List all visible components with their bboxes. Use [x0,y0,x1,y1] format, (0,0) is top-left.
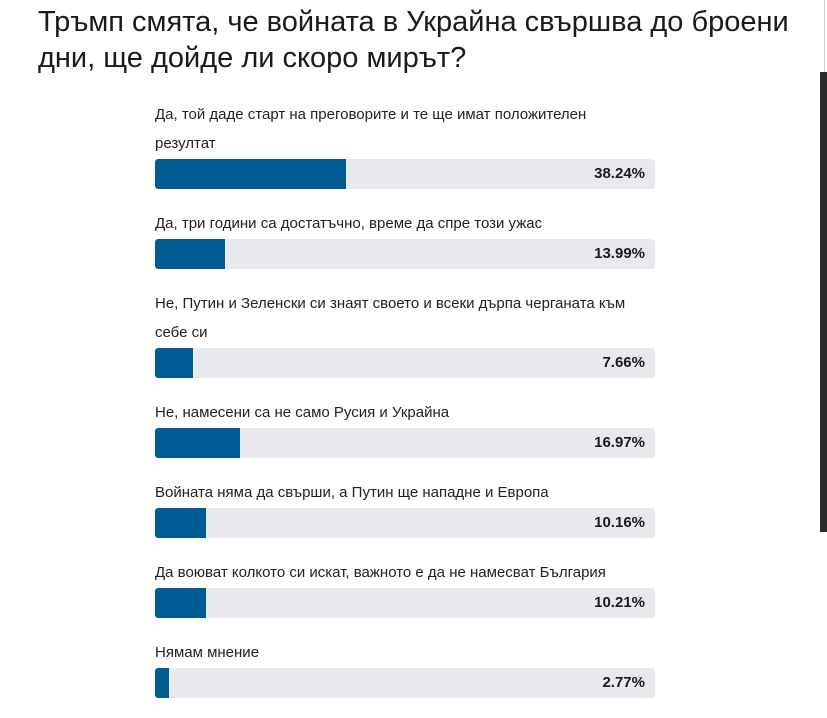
poll-option-7: Нямам мнение 2.77% [155,638,655,698]
option-label: Войната няма да свърши, а Путин ще напад… [155,484,549,501]
poll-option-5: Войната няма да свърши, а Путин ще напад… [155,478,655,538]
result-bar-fill [155,428,240,458]
result-bar-fill [155,239,225,269]
poll-options: Да, той даде старт на преговорите и те щ… [155,100,655,718]
result-bar-fill [155,159,347,189]
option-label: Не, Путин и Зеленски си знаят своето и в… [155,295,626,341]
option-label: Нямам мнение [155,644,260,661]
result-bar-track: 13.99% [155,239,655,269]
result-bar-fill [155,508,206,538]
result-bar-fill [155,588,207,618]
result-bar-track: 10.21% [155,588,655,618]
poll-title: Тръмп смята, че войната в Украйна свършв… [38,6,789,74]
poll-option-6: Да воюват колкото си искат, важното е да… [155,558,655,618]
result-bar-track: 16.97% [155,428,655,458]
option-label: Да, три години са достатъчно, време да с… [155,215,543,232]
result-bar-track: 7.66% [155,348,655,378]
result-bar-fill [155,348,194,378]
result-percent: 13.99% [594,245,645,262]
result-bar-track: 10.16% [155,508,655,538]
page-edge-bar [820,72,827,532]
poll-option-2: Да, три години са достатъчно, време да с… [155,209,655,269]
result-percent: 7.66% [602,354,645,371]
result-percent: 38.24% [594,165,645,182]
result-percent: 10.16% [594,514,645,531]
poll-option-1: Да, той даде старт на преговорите и те щ… [155,100,655,189]
result-percent: 10.21% [594,594,645,611]
page-edge-line [824,0,825,72]
poll-option-4: Не, намесени са не само Русия и Украйна … [155,398,655,458]
result-bar-track: 38.24% [155,159,655,189]
option-label: Да воюват колкото си искат, важното е да… [155,564,606,581]
result-percent: 16.97% [594,434,645,451]
poll-option-3: Не, Путин и Зеленски си знаят своето и в… [155,289,655,378]
option-label: Да, той даде старт на преговорите и те щ… [155,106,587,152]
option-label: Не, намесени са не само Русия и Украйна [155,404,450,421]
